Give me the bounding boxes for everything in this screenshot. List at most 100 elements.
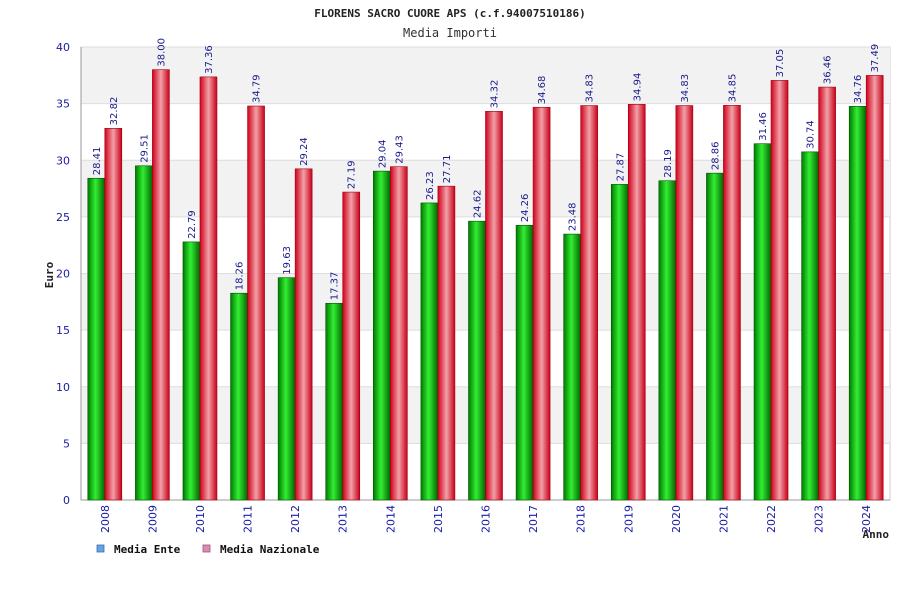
y-tick-label: 25 [56,211,70,224]
data-label-media-nazionale-2019: 34.94 [632,73,643,102]
bar-media-ente-2012 [277,277,296,501]
y-tick-label: 20 [56,268,70,281]
x-tick-label-2019: 2019 [622,505,635,533]
data-label-media-ente-2018: 23.48 [568,202,579,231]
data-label-media-ente-2013: 17.37 [330,272,341,301]
y-tick-label: 15 [56,324,70,337]
data-label-media-nazionale-2013: 27.19 [347,160,358,189]
data-label-media-ente-2022: 31.46 [758,112,769,141]
data-label-media-ente-2020: 28.19 [663,149,674,178]
bar-media-nazionale-2018 [580,105,598,501]
x-tick-label-2014: 2014 [384,505,397,533]
x-tick-label-2018: 2018 [575,505,588,533]
bar-media-ente-2009 [135,165,153,501]
chart-subtitle: Media Importi [403,26,497,40]
bar-media-ente-2015 [420,202,439,501]
bar-media-nazionale-2024 [865,75,884,501]
data-label-media-nazionale-2010: 37.36 [204,45,215,74]
x-tick-label-2009: 2009 [146,505,159,533]
data-label-media-nazionale-2016: 34.32 [490,80,501,109]
bar-media-nazionale-2022 [770,80,789,501]
data-label-media-nazionale-2023: 36.46 [823,55,834,84]
y-tick-label: 40 [56,41,70,54]
y-tick-label: 0 [63,494,70,507]
data-label-media-nazionale-2022: 37.05 [775,49,786,78]
data-label-media-ente-2016: 24.62 [473,190,484,219]
data-label-media-nazionale-2011: 34.79 [252,74,263,103]
data-label-media-ente-2021: 28.86 [710,142,721,171]
x-tick-label-2017: 2017 [527,505,540,533]
data-label-media-nazionale-2018: 34.83 [585,74,596,103]
bar-series [87,69,884,501]
legend: Media Ente Media Nazionale [96,543,320,556]
bar-media-nazionale-2019 [627,104,646,501]
y-tick-labels: 0 5 10 15 20 25 30 35 40 [56,41,70,507]
x-tick-label-2013: 2013 [337,505,350,533]
data-label-media-nazionale-2015: 27.71 [442,155,453,184]
data-label-media-ente-2019: 27.87 [615,153,626,182]
x-tick-labels: 2008 2009 2010 2011 2012 2013 2014 2015 2016 2017… [99,505,873,533]
data-label-media-nazionale-2021: 34.85 [727,74,738,103]
bar-media-nazionale-2014 [390,166,408,501]
y-tick-label: 5 [63,437,70,450]
x-tick-label-2011: 2011 [242,505,255,533]
bar-media-nazionale-2010 [199,76,218,501]
bar-media-ente-2018 [563,233,581,501]
bar-media-ente-2024 [848,106,867,501]
data-label-media-ente-2009: 29.51 [139,134,150,163]
data-label-media-ente-2023: 30.74 [806,120,817,149]
legend-label-media-ente: Media Ente [114,543,181,556]
data-label-media-ente-2017: 24.26 [520,194,531,223]
bar-media-ente-2016 [468,220,486,501]
bar-media-nazionale-2015 [437,185,456,501]
y-tick-label: 30 [56,154,70,167]
bar-media-nazionale-2013 [342,191,361,501]
data-label-media-nazionale-2017: 34.68 [537,76,548,105]
chart-title: FLORENS SACRO CUORE APS (c.f.94007510186… [314,7,586,20]
legend-label-media-nazionale: Media Nazionale [220,543,320,556]
data-label-media-ente-2010: 22.79 [187,210,198,239]
bar-media-ente-2014 [373,170,391,501]
bar-media-nazionale-2017 [532,106,551,501]
x-tick-label-2022: 2022 [765,505,778,533]
bar-media-nazionale-2016 [485,111,503,501]
data-label-media-ente-2008: 28.41 [92,147,103,176]
bar-media-nazionale-2023 [818,86,836,501]
bar-media-nazionale-2011 [247,105,265,501]
y-tick-label: 35 [56,98,70,111]
y-tick-label: 10 [56,381,70,394]
x-tick-label-2008: 2008 [99,505,112,533]
data-label-media-nazionale-2020: 34.83 [680,74,691,103]
bar-media-ente-2023 [801,151,819,501]
bar-media-ente-2022 [753,143,772,501]
bar-media-nazionale-2012 [294,168,313,501]
x-axis-label: Anno [863,528,890,541]
data-label-media-ente-2014: 29.04 [377,139,388,168]
data-labels: 28.41 32.82 29.51 38.00 22.79 37.36 18.26 34.79… [92,38,881,300]
legend-swatch-media-ente [96,544,105,553]
x-tick-label-2023: 2023 [813,505,826,533]
data-label-media-nazionale-2009: 38.00 [156,38,167,67]
bar-media-ente-2010 [182,241,201,501]
x-tick-label-2020: 2020 [670,505,683,533]
x-tick-label-2016: 2016 [480,505,493,533]
bar-media-nazionale-2020 [675,105,694,501]
bar-media-nazionale-2008 [104,128,123,501]
bar-media-ente-2021 [706,172,724,501]
x-tick-label-2010: 2010 [194,505,207,533]
data-label-media-ente-2015: 26.23 [425,171,436,200]
bar-media-ente-2011 [230,292,248,501]
bar-media-ente-2019 [610,184,629,501]
y-axis-label: Euro [43,261,56,288]
data-label-media-nazionale-2008: 32.82 [109,97,120,126]
bar-media-nazionale-2021 [723,105,741,501]
data-label-media-ente-2011: 18.26 [235,262,246,291]
bar-media-ente-2017 [515,224,534,501]
data-label-media-ente-2024: 34.76 [853,75,864,104]
bar-media-nazionale-2009 [152,69,170,501]
data-label-media-nazionale-2014: 29.43 [394,135,405,164]
bar-media-ente-2008 [87,177,106,501]
x-tick-label-2015: 2015 [432,505,445,533]
data-label-media-ente-2012: 19.63 [282,246,293,275]
